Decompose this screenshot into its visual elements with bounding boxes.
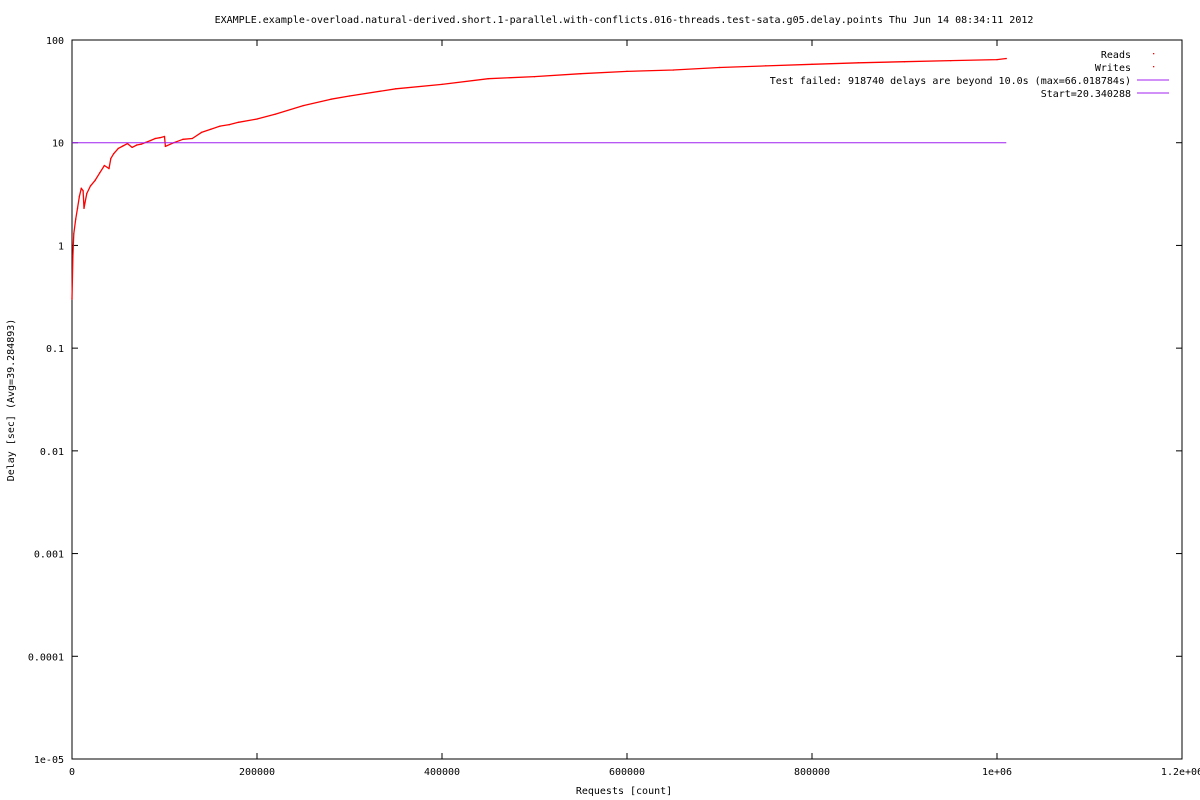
writes-point	[75, 218, 77, 220]
writes-point	[150, 139, 152, 142]
writes-point	[113, 153, 115, 155]
x-tick-label: 200000	[239, 767, 275, 778]
x-tick-label: 800000	[794, 767, 830, 778]
writes-point	[108, 167, 110, 170]
writes-point	[533, 76, 536, 78]
writes-point	[89, 185, 92, 187]
writes-point	[99, 172, 101, 174]
x-axis-label: Requests [count]	[576, 786, 672, 797]
writes-point	[302, 104, 304, 107]
writes-point	[84, 202, 86, 204]
legend-marker	[1153, 66, 1155, 68]
legend-label: Test failed: 918740 delays are beyond 10…	[770, 76, 1131, 87]
writes-point	[110, 158, 112, 160]
writes-point	[395, 88, 397, 90]
writes-point	[219, 125, 221, 127]
plot-frame	[71, 39, 1183, 760]
writes-point	[672, 69, 674, 71]
writes-point	[159, 137, 161, 139]
writes-point	[82, 190, 84, 192]
writes-point	[73, 233, 75, 235]
y-tick-label: 0.001	[34, 550, 64, 561]
x-tick-label: 1e+06	[982, 767, 1012, 778]
writes-point	[182, 138, 184, 140]
writes-point	[136, 144, 138, 146]
legend-marker	[1153, 53, 1155, 55]
writes-point	[164, 145, 167, 148]
legend: Reads Writes Test failed: 918740 delays ar…	[770, 50, 1169, 100]
chart-title: EXAMPLE.example-overload.natural-derived…	[215, 15, 1034, 26]
writes-point	[996, 58, 998, 61]
writes-point	[237, 121, 240, 123]
writes-point	[950, 60, 952, 62]
writes-point	[487, 78, 489, 80]
y-tick-label: 1	[58, 241, 64, 252]
writes-point	[140, 143, 142, 145]
writes-point	[131, 146, 133, 149]
writes-point	[117, 147, 119, 150]
x-axis: 0 200000 400000 600000 800000 1e+06 1.2e+06	[69, 40, 1200, 778]
x-tick-label: 1.2e+06	[1161, 767, 1200, 778]
x-tick-label: 400000	[424, 767, 460, 778]
writes-point	[154, 137, 156, 140]
y-tick-label: 0.1	[46, 344, 64, 355]
x-tick-label: 0	[69, 767, 75, 778]
writes-point	[200, 131, 203, 134]
writes-point	[86, 192, 88, 195]
legend-label: Start=20.340288	[1041, 89, 1131, 100]
writes-point	[163, 135, 166, 138]
y-axis: 100 10 1 0.1 0.01 0.001 0.0001 1e-05	[28, 36, 1182, 766]
y-tick-label: 0.01	[40, 447, 64, 458]
writes-point	[80, 187, 82, 189]
writes-point	[1005, 57, 1007, 60]
writes-point	[441, 83, 443, 85]
writes-point	[228, 124, 230, 126]
writes-point	[78, 195, 80, 198]
writes-point	[811, 63, 813, 65]
writes-point	[765, 65, 767, 67]
writes-point	[857, 62, 859, 64]
writes-series-line	[71, 57, 1007, 300]
writes-point	[126, 143, 129, 145]
writes-point	[191, 137, 193, 140]
writes-point	[76, 207, 79, 209]
writes-point	[330, 98, 332, 100]
legend-label: Reads	[1101, 50, 1131, 61]
writes-point	[348, 95, 351, 97]
y-tick-label: 1e-05	[34, 755, 64, 766]
writes-point	[256, 118, 258, 120]
y-tick-label: 100	[46, 36, 64, 47]
y-axis-label: Delay [sec] (Avg=39.284893)	[6, 319, 17, 482]
legend-label: Writes	[1095, 63, 1131, 74]
x-tick-label: 600000	[609, 767, 645, 778]
writes-point	[210, 128, 212, 130]
series-layer	[71, 57, 1007, 300]
writes-point	[903, 61, 906, 63]
writes-point	[580, 73, 582, 75]
writes-point	[122, 145, 124, 147]
writes-point	[626, 70, 628, 72]
writes-point	[718, 66, 721, 69]
writes-point	[72, 254, 74, 256]
y-tick-label: 0.0001	[28, 652, 64, 663]
writes-point	[71, 298, 73, 300]
writes-point	[274, 113, 277, 115]
writes-point	[103, 164, 105, 167]
writes-point	[94, 179, 96, 181]
y-tick-label: 10	[52, 139, 64, 150]
writes-point	[83, 207, 85, 209]
